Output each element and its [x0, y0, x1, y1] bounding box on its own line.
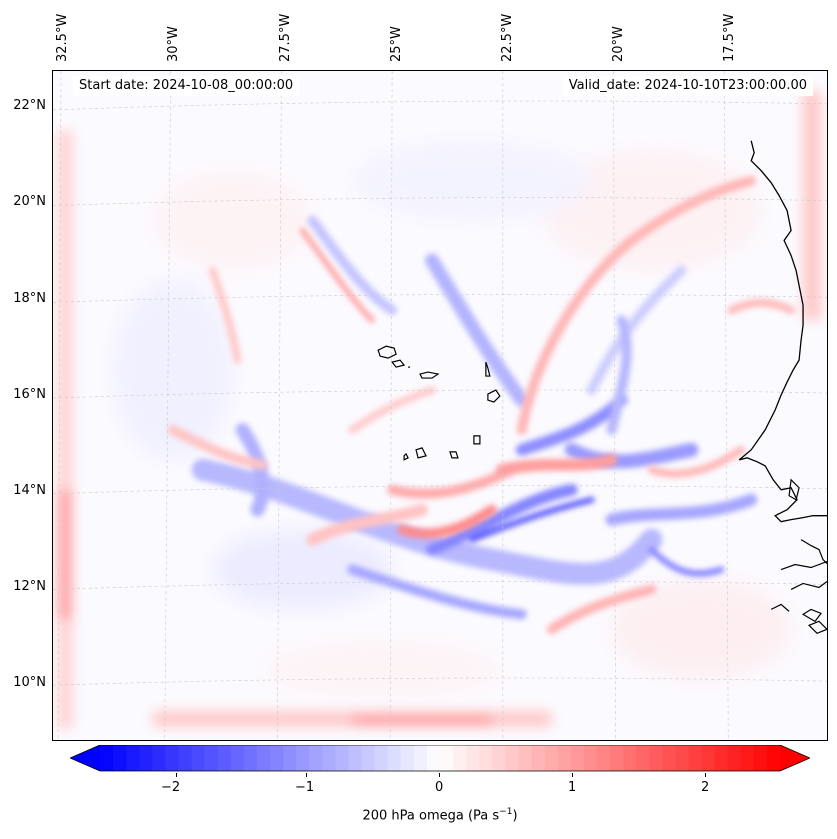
colorbar-segment	[387, 745, 402, 771]
start-date-label: Start date: 2024-10-08_00:00:00	[73, 76, 300, 96]
colorbar-segment	[100, 745, 114, 771]
valid-date-label: Valid_date: 2024-10-10T23:00:00.00	[562, 76, 813, 96]
colorbar-segment	[283, 745, 297, 771]
colorbar-segment	[583, 745, 598, 771]
lon-label: 32.5°W	[55, 13, 70, 62]
colorbar-tick	[572, 773, 573, 777]
colorbar-segment	[453, 745, 467, 771]
colorbar-segment	[688, 745, 703, 771]
colorbar-segment	[400, 745, 415, 771]
colorbar-tick-label: 1	[568, 780, 577, 795]
colorbar-segment	[596, 745, 611, 771]
colorbar-segment	[492, 745, 506, 771]
lon-label: 25°W	[389, 26, 404, 62]
colorbar-segment	[374, 745, 389, 771]
colorbar-segment	[426, 745, 441, 771]
colorbar-segment	[610, 745, 624, 771]
colorbar-segment	[466, 745, 480, 771]
africa-coastline	[738, 140, 827, 523]
colorbar-segment	[740, 745, 755, 771]
lat-label: 14°N	[13, 483, 46, 498]
lat-label: 16°N	[13, 387, 46, 402]
colorbar-segment	[727, 745, 742, 771]
colorbar-extend-max	[780, 745, 810, 771]
colorbar-segment	[544, 745, 559, 771]
lat-label: 12°N	[13, 579, 46, 594]
colorbar-segment	[270, 745, 284, 771]
colorbar-segment	[636, 745, 650, 771]
colorbar-segment	[440, 745, 454, 771]
colorbar-segment	[531, 745, 546, 771]
lon-label: 22.5°W	[500, 13, 515, 62]
lon-label: 20°W	[611, 26, 626, 62]
colorbar-segment	[191, 745, 206, 771]
lon-label: 17.5°W	[722, 13, 737, 62]
colorbar-tick	[306, 773, 307, 777]
colorbar-segment	[335, 745, 350, 771]
map-panel	[52, 70, 828, 741]
colorbar-segment	[230, 745, 245, 771]
colorbar-title-exponent: −1	[499, 807, 513, 817]
colorbar-tick-label: −2	[161, 780, 181, 795]
lat-label: 18°N	[13, 291, 46, 306]
colorbar-segment	[309, 745, 323, 771]
cape-verde-islands	[377, 345, 501, 461]
lat-label: 20°N	[13, 194, 46, 209]
colorbar-segment	[165, 745, 180, 771]
omega-field	[53, 71, 827, 740]
colorbar-outline	[70, 745, 810, 772]
lon-label: 30°W	[166, 26, 181, 62]
colorbar-tick	[705, 773, 706, 777]
lon-label: 27.5°W	[278, 13, 293, 62]
colorbar-segment	[649, 745, 663, 771]
lat-label: 22°N	[13, 98, 46, 113]
colorbar-segment	[296, 745, 310, 771]
colorbar-segment	[152, 745, 166, 771]
colorbar-segment	[518, 745, 533, 771]
colorbar-title-suffix: )	[512, 808, 518, 824]
colorbar-segment	[505, 745, 520, 771]
colorbar-segment	[714, 745, 729, 771]
colorbar-segment	[701, 745, 716, 771]
colorbar-segment	[139, 745, 153, 771]
colorbar	[70, 745, 810, 772]
colorbar-segment	[753, 745, 768, 771]
colorbar-segment	[204, 745, 219, 771]
colorbar-segment	[662, 745, 676, 771]
colorbar-segment	[126, 745, 140, 771]
colorbar-segment	[361, 745, 376, 771]
colorbar-extend-min	[70, 745, 100, 771]
colorbar-segment	[217, 745, 232, 771]
colorbar-tick-label: 0	[435, 780, 444, 795]
lat-label: 10°N	[13, 675, 46, 690]
colorbar-segment	[322, 745, 336, 771]
colorbar-segment	[178, 745, 193, 771]
colorbar-tick	[439, 773, 440, 777]
colorbar-segment	[113, 745, 127, 771]
colorbar-segment	[348, 745, 363, 771]
colorbar-segment	[256, 745, 271, 771]
colorbar-segment	[675, 745, 690, 771]
colorbar-segment	[479, 745, 493, 771]
colorbar-segment	[243, 745, 258, 771]
colorbar-title: 200 hPa omega (Pa s−1)	[0, 807, 837, 823]
colorbar-tick	[176, 773, 177, 777]
colorbar-segment	[557, 745, 572, 771]
colorbar-segment	[570, 745, 585, 771]
colorbar-segment	[623, 745, 637, 771]
colorbar-title-text: 200 hPa omega (Pa s	[362, 808, 500, 824]
colorbar-tick-label: 2	[701, 780, 710, 795]
colorbar-segment	[766, 745, 781, 771]
colorbar-segment	[413, 745, 428, 771]
colorbar-tick-label: −1	[295, 780, 315, 795]
